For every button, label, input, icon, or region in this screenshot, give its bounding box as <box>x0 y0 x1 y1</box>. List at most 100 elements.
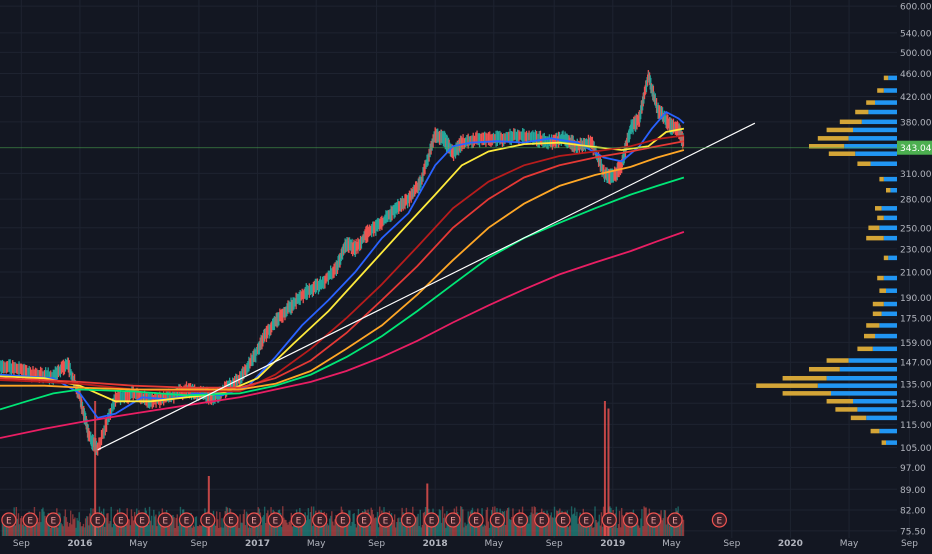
volume-bar <box>218 527 220 536</box>
volume-profile-bar-up <box>879 323 897 328</box>
volume-bar <box>124 526 126 536</box>
earnings-marker-icon[interactable] <box>377 512 394 528</box>
volume-bar <box>551 517 554 536</box>
earnings-marker-icon[interactable] <box>223 512 239 528</box>
volume-bar <box>497 524 499 536</box>
earnings-marker-icon[interactable] <box>1 512 17 528</box>
earnings-marker-icon[interactable] <box>601 512 617 528</box>
earnings-marker-icon[interactable] <box>134 512 150 528</box>
volume-bar <box>467 511 469 536</box>
volume-bar <box>619 527 622 536</box>
volume-bar <box>14 525 16 536</box>
earnings-marker-icon[interactable] <box>534 512 550 528</box>
volume-bar <box>74 517 76 536</box>
y-tick-label: 147.00 <box>900 359 932 369</box>
volume-bar <box>355 527 358 536</box>
earnings-marker-label: E <box>162 517 168 527</box>
earnings-marker-icon[interactable] <box>45 512 61 528</box>
earnings-marker-icon[interactable] <box>290 512 307 528</box>
earnings-marker-icon[interactable] <box>622 512 639 528</box>
volume-bar <box>150 515 153 536</box>
volume-bar <box>17 513 20 536</box>
volume-bar <box>666 517 669 536</box>
earnings-marker-icon[interactable] <box>578 512 594 528</box>
x-tick-label: 2020 <box>778 539 803 549</box>
earnings-marker-icon[interactable] <box>468 512 484 528</box>
volume-bar <box>245 511 248 536</box>
volume-bar <box>305 520 307 536</box>
volume-bar <box>680 521 683 536</box>
earnings-marker-icon[interactable] <box>22 512 38 528</box>
earnings-marker-label: E <box>672 517 678 527</box>
volume-bar <box>344 518 347 536</box>
volume-bar <box>59 513 61 536</box>
earnings-marker-icon[interactable] <box>445 512 461 528</box>
volume-bar <box>466 524 468 536</box>
volume-bar <box>247 527 250 536</box>
earnings-marker-icon[interactable] <box>489 512 505 528</box>
volume-bar <box>259 512 262 536</box>
volume-bar <box>171 515 173 536</box>
earnings-marker-icon[interactable] <box>157 512 173 528</box>
earnings-marker-label: E <box>717 517 723 527</box>
volume-bar <box>681 515 684 536</box>
earnings-marker-icon[interactable] <box>90 512 106 528</box>
earnings-marker-icon[interactable] <box>555 512 571 528</box>
volume-bar <box>77 520 79 536</box>
earnings-marker-icon[interactable] <box>711 512 727 528</box>
earnings-marker-icon[interactable] <box>667 512 683 528</box>
earnings-marker-icon[interactable] <box>246 512 262 528</box>
volume-bar <box>173 517 175 536</box>
volume-bar <box>385 521 387 536</box>
volume-bar <box>336 522 338 536</box>
volume-bar <box>486 507 489 536</box>
earnings-marker-label: E <box>361 517 367 527</box>
volume-bar <box>650 519 653 536</box>
earnings-marker-icon[interactable] <box>400 512 417 528</box>
volume-bar <box>198 524 201 536</box>
volume-bar <box>125 517 127 536</box>
volume-bar <box>570 506 573 536</box>
earnings-marker-icon[interactable] <box>356 512 372 528</box>
earnings-marker-icon[interactable] <box>335 512 351 528</box>
earnings-marker-icon[interactable] <box>312 512 328 528</box>
earnings-marker-icon[interactable] <box>267 512 283 528</box>
volume-bar <box>479 518 481 536</box>
y-tick-label: 230.00 <box>900 245 932 255</box>
volume-bar <box>214 525 217 536</box>
volume-bar <box>104 526 106 536</box>
volume-bar <box>376 511 379 536</box>
volume-bar <box>495 527 497 536</box>
volume-bar <box>528 523 530 536</box>
trendline[interactable] <box>97 122 756 451</box>
volume-bar <box>487 521 490 536</box>
volume-bar <box>431 523 433 536</box>
earnings-marker-icon[interactable] <box>178 512 195 528</box>
volume-bar <box>349 510 351 536</box>
volume-bar <box>20 515 23 536</box>
volume-bar <box>665 524 668 536</box>
earnings-marker-icon[interactable] <box>646 512 662 528</box>
y-tick-label: 105.00 <box>900 444 932 454</box>
earnings-marker-icon[interactable] <box>200 512 216 528</box>
volume-bar <box>514 524 516 536</box>
y-tick-label: 540.00 <box>900 29 932 39</box>
earnings-marker-label: E <box>251 517 257 527</box>
volume-bar <box>106 513 108 536</box>
earnings-marker-icon[interactable] <box>424 512 440 528</box>
volume-bar <box>201 525 203 536</box>
x-tick-label: May <box>307 539 326 549</box>
volume-bar <box>591 518 593 536</box>
earnings-marker-icon[interactable] <box>512 512 529 528</box>
volume-bar <box>377 527 380 536</box>
volume-bar <box>274 520 277 536</box>
earnings-marker-icon[interactable] <box>113 512 129 528</box>
volume-bar <box>414 522 416 536</box>
volume-bar <box>29 525 31 536</box>
volume-profile-bar-down <box>866 235 884 241</box>
volume-bar <box>545 525 547 536</box>
volume-bar <box>91 517 93 536</box>
volume-bar <box>69 510 72 536</box>
